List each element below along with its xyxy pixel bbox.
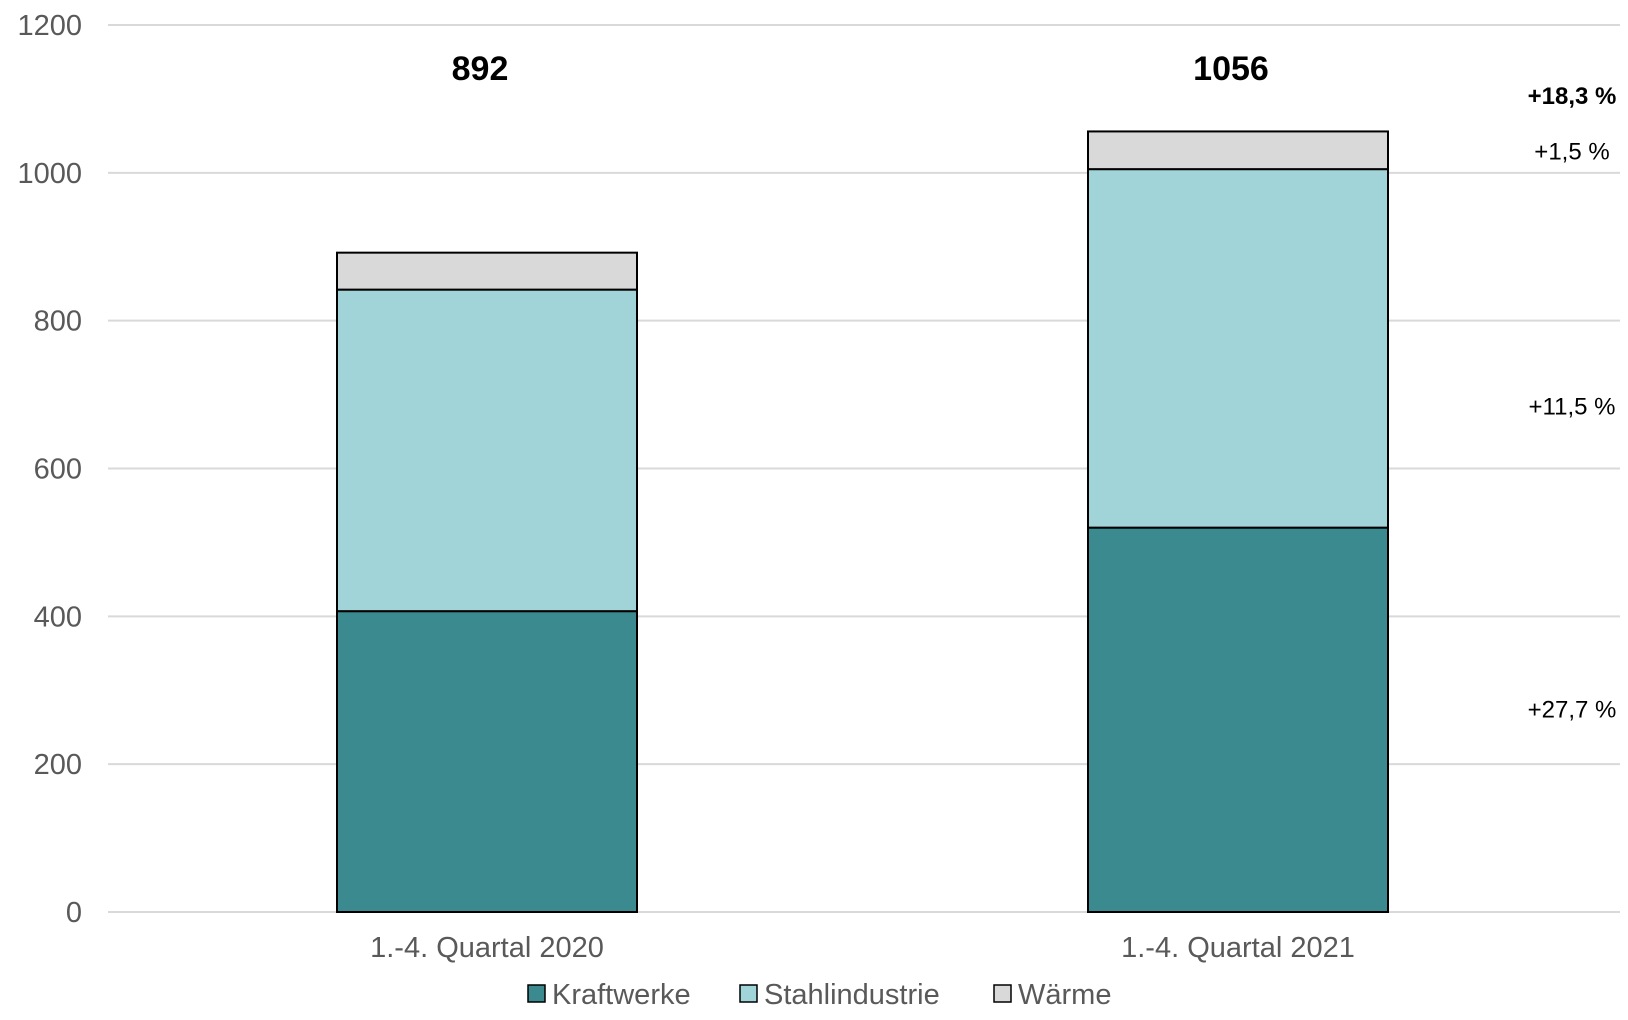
legend-swatch-kraftwerke [527,984,546,1003]
change-annotation: +18,3 % [1528,83,1617,110]
change-annotation: +27,7 % [1528,697,1617,724]
y-tick-label: 0 [66,897,82,929]
legend-label: Kraftwerke [552,979,691,1011]
bar-segment-stahlindustrie [1087,168,1389,529]
y-tick-label: 800 [34,306,82,338]
change-annotation: +1,5 % [1534,139,1609,166]
legend-label: Wärme [1018,979,1111,1011]
y-tick-label: 400 [34,601,82,633]
x-tick-label: 1.-4. Quartal 2020 [370,932,604,964]
legend-swatch-w-rme [993,984,1012,1003]
bar-total-label: 1056 [1193,50,1269,88]
bar-segment-w-rme [336,251,638,291]
bar-segment-w-rme [1087,130,1389,171]
bar-segment-stahlindustrie [336,288,638,613]
x-tick-label: 1.-4. Quartal 2021 [1121,932,1355,964]
y-tick-label: 1200 [17,10,82,42]
y-tick-label: 600 [34,454,82,486]
legend-label: Stahlindustrie [764,979,940,1011]
bar-segment-kraftwerke [1087,526,1389,914]
y-tick-label: 1000 [17,158,82,190]
bar-segment-kraftwerke [336,610,638,913]
change-annotation: +11,5 % [1529,394,1616,421]
y-tick-label: 200 [34,749,82,781]
bar-total-label: 892 [452,50,509,88]
legend-swatch-stahlindustrie [739,984,758,1003]
